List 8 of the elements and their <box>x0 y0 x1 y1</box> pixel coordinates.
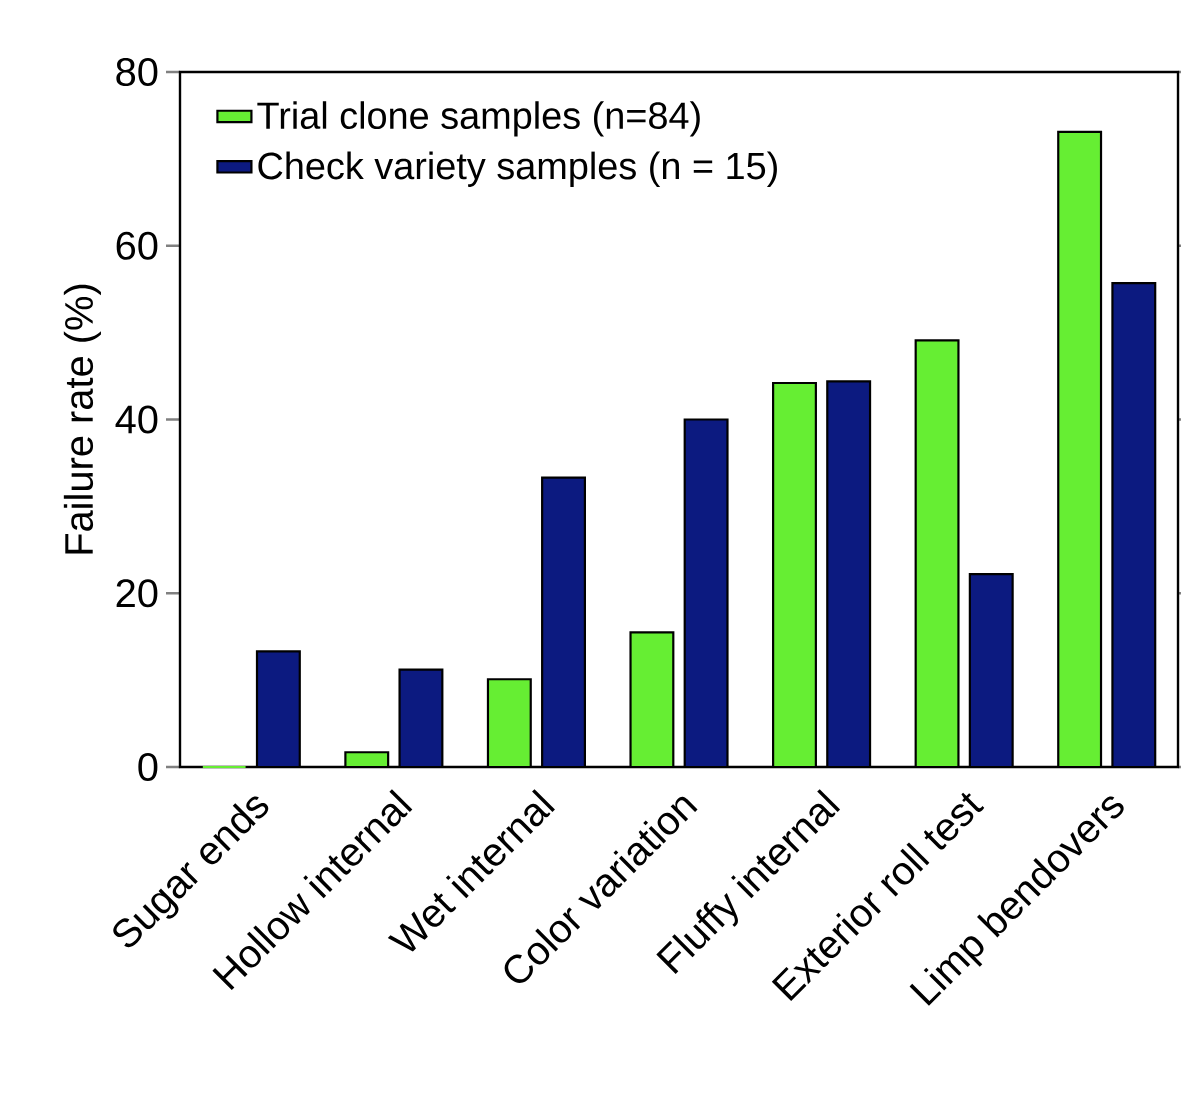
y-tick-label: 20 <box>116 579 158 608</box>
y-tick-label: 0 <box>138 752 158 782</box>
legend-label: Check variety samples (n = 15) <box>258 151 777 187</box>
y-tick-label: 80 <box>116 57 158 87</box>
y-tick-label: 60 <box>116 231 158 260</box>
y-tick-label: 40 <box>115 405 158 434</box>
y-axis-title: Failure rate (%) <box>63 284 101 554</box>
legend-label: Trial clone samples (n=84) <box>257 101 700 137</box>
